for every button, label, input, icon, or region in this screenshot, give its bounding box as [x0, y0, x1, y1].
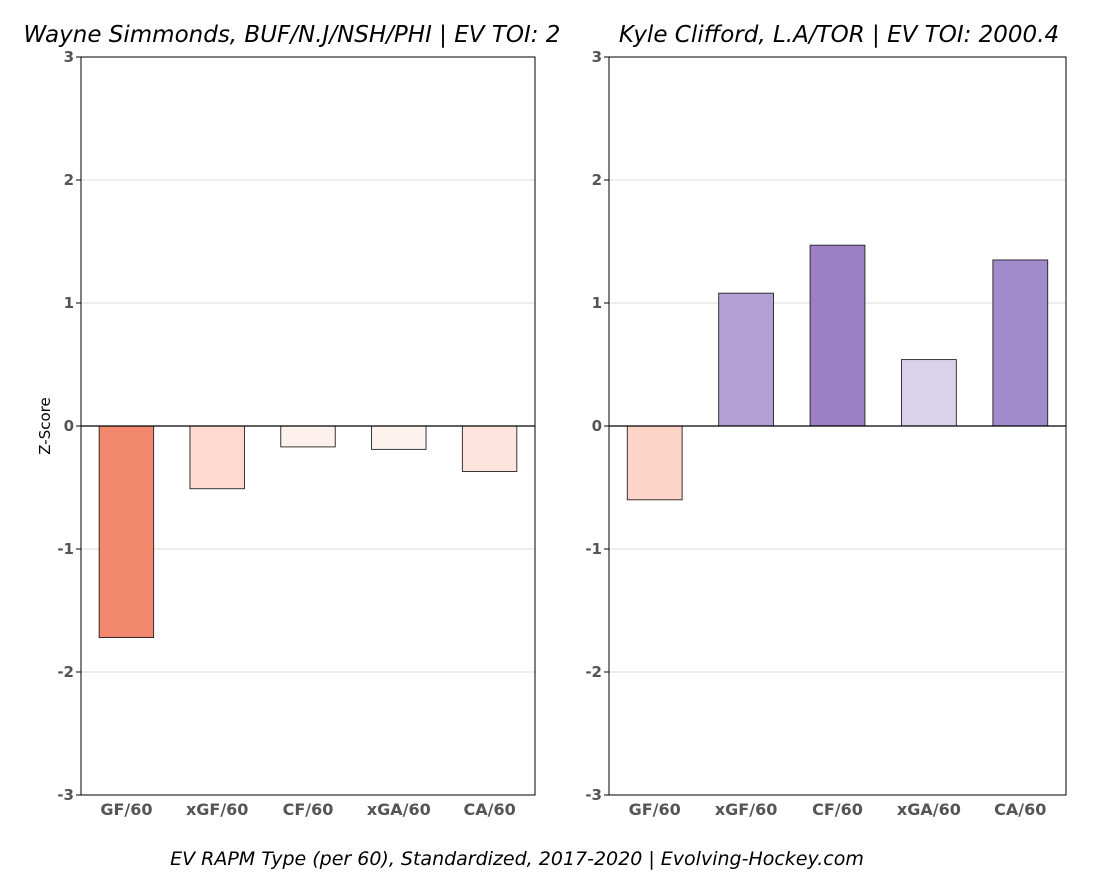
y-tick-label: 0 — [64, 417, 74, 435]
x-tick-label: xGF/60 — [186, 800, 249, 819]
y-tick-label: 3 — [64, 48, 74, 66]
x-tick-label: xGA/60 — [367, 800, 431, 819]
y-tick-label: -3 — [585, 786, 602, 804]
y-tick-label: 0 — [592, 417, 602, 435]
x-tick-label: CF/60 — [283, 800, 334, 819]
bar-gf-per-60 — [626, 425, 683, 501]
y-tick-label: -3 — [57, 786, 74, 804]
panels: 3 2 1 0 -1 -2 -3 GF/60 xGF/60 CF/60 xGA/60 CA/60 Z-S… — [24, 22, 1067, 819]
chart-panel-1: 3 2 1 0 -1 -2 -3 GF/60 xGF/60 CF/60 xGA/60 CA/60 Z-S… — [24, 22, 561, 819]
bar-cf-per-60 — [809, 244, 866, 427]
y-tick-label: 2 — [64, 171, 74, 189]
bar-xga-per-60 — [371, 425, 427, 450]
x-tick-label: GF/60 — [100, 800, 152, 819]
x-tick-label: GF/60 — [629, 800, 681, 819]
y-tick-label: -1 — [585, 540, 602, 558]
bar-xga-per-60 — [901, 359, 957, 427]
y-tick-label: 3 — [592, 48, 602, 66]
x-tick-label: xGA/60 — [897, 800, 961, 819]
x-tick-label: xGF/60 — [715, 800, 778, 819]
chart-panel-2: 3 2 1 0 -1 -2 -3 GF/60 xGF/60 CF/60 xGA/60 CA/60 Kyl… — [585, 22, 1067, 819]
bar-cf-per-60 — [280, 425, 336, 448]
x-tick-label: CF/60 — [812, 800, 863, 819]
x-tick-label: CA/60 — [463, 800, 515, 819]
bar-ca-per-60 — [461, 425, 518, 472]
y-tick-label: -2 — [585, 663, 602, 681]
y-tick-label: 1 — [64, 294, 74, 312]
chart-footer: EV RAPM Type (per 60), Standardized, 201… — [170, 848, 864, 870]
bar-xgf-per-60 — [718, 292, 774, 427]
y-tick-label: -1 — [57, 540, 74, 558]
y-tick-label: 1 — [592, 294, 602, 312]
bar-gf-per-60 — [98, 425, 155, 639]
bar-xgf-per-60 — [189, 425, 245, 490]
y-tick-label: 2 — [592, 171, 602, 189]
x-tick-label: CA/60 — [994, 800, 1046, 819]
y-axis-label: Z-Score — [36, 397, 54, 454]
bar-ca-per-60 — [992, 259, 1049, 427]
panel-title: Kyle Clifford, L.A/TOR | EV TOI: 2000.4 — [619, 22, 1059, 48]
panel-title: Wayne Simmonds, BUF/N.J/NSH/PHI | EV TOI… — [24, 22, 561, 48]
y-tick-label: -2 — [57, 663, 74, 681]
